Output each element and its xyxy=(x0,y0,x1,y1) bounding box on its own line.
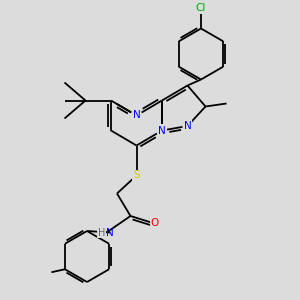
Text: N: N xyxy=(106,227,114,238)
Text: H: H xyxy=(98,227,105,238)
Text: N: N xyxy=(158,125,166,136)
Text: S: S xyxy=(133,170,140,181)
Text: N: N xyxy=(133,110,140,121)
Text: N: N xyxy=(184,121,191,131)
Text: Cl: Cl xyxy=(196,3,206,14)
Text: O: O xyxy=(150,218,159,229)
